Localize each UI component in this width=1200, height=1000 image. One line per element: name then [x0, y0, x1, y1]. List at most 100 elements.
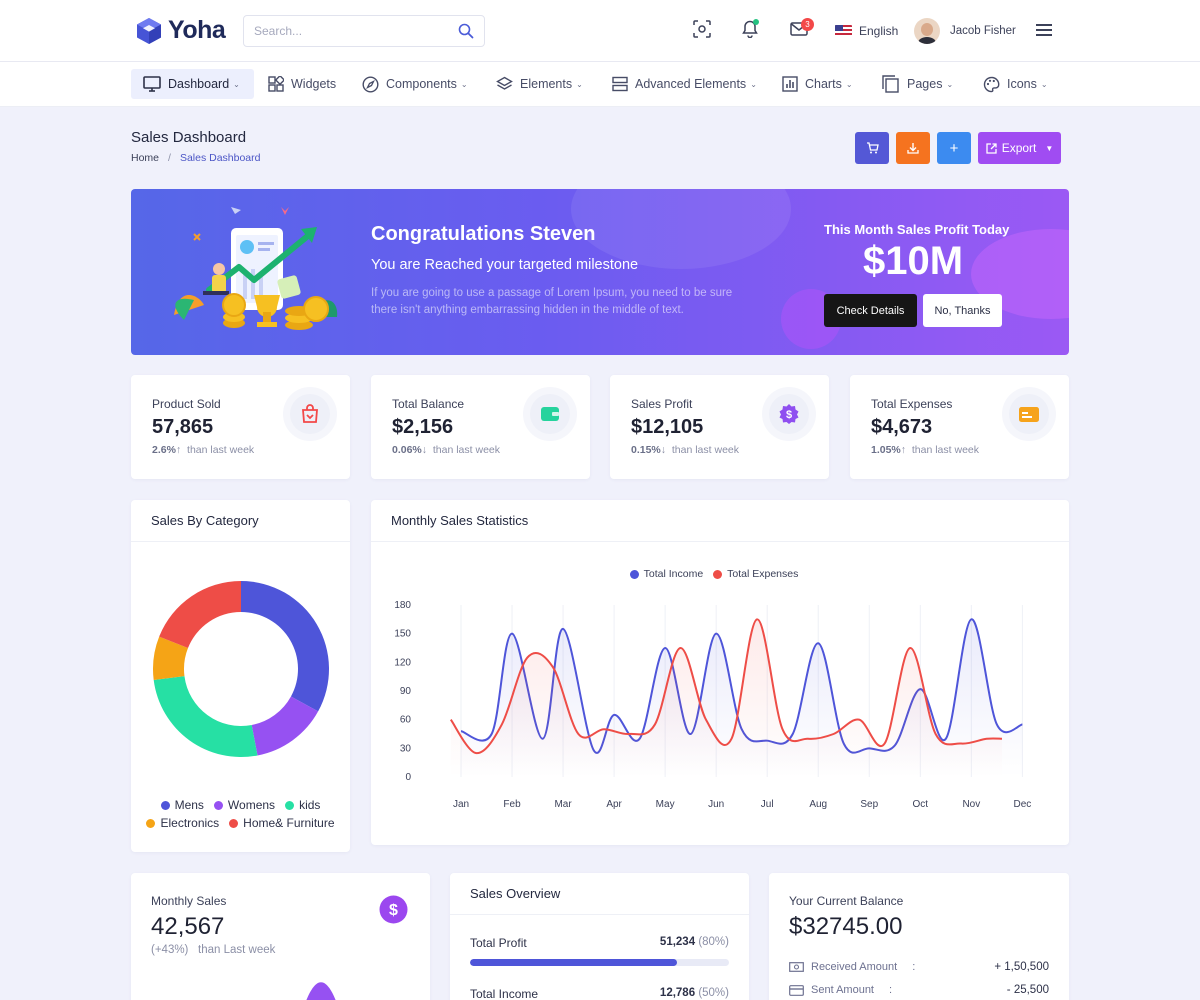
page-actions: + Export ▼ [855, 132, 1061, 164]
nav-item-widgets[interactable]: Widgets [268, 69, 336, 99]
legend-item-womens[interactable]: Womens [213, 798, 275, 812]
stat-card-total-balance: Total Balance $2,156 0.06%↓ than last we… [371, 375, 590, 479]
overview-value-income: 12,786 (50%) [660, 987, 729, 999]
chevron-down-icon: ⌄ [233, 79, 240, 89]
donut-slice-womens[interactable] [251, 696, 319, 756]
page-title: Sales Dashboard [131, 129, 247, 146]
legend-item-mens[interactable]: Mens [160, 798, 204, 812]
legend-item-electronics[interactable]: Electronics [146, 816, 219, 830]
change-percent: (+43%) [151, 944, 189, 956]
download-icon [907, 143, 919, 154]
logo[interactable]: Yoha [136, 16, 226, 45]
x-tick-label: Jan [453, 799, 469, 810]
stat-change: 1.05%↑ than last week [871, 444, 979, 456]
cart-button[interactable] [855, 132, 889, 164]
stat-value: $2,156 [392, 416, 454, 438]
credit-card-icon [1019, 406, 1039, 422]
svg-text:$: $ [389, 902, 398, 919]
nav-label: Pages [907, 77, 943, 91]
y-tick-label: 180 [394, 600, 411, 611]
breadcrumb-current: Sales Dashboard [179, 152, 261, 164]
dollar-circle-icon: $ [379, 895, 408, 924]
chevron-down-icon: ⌄ [845, 79, 853, 89]
logo-text: Yoha [168, 16, 226, 44]
progress-fill [470, 959, 678, 966]
hamburger-menu-icon[interactable] [1036, 24, 1052, 43]
line-chart: Jan Feb Mar Apr May Jun Jul Aug Sep Oct Nov Dec 180 1… [394, 600, 1031, 810]
monthly-sales-statistics-card: Monthly Sales Statistics Total Income To… [371, 500, 1069, 845]
divider [371, 541, 1069, 542]
nav-item-components[interactable]: Components ⌄ [362, 69, 468, 99]
stat-value: $12,105 [631, 416, 704, 438]
legend-item-kids[interactable]: kids [285, 798, 320, 812]
stat-change: 0.06%↓ than last week [392, 444, 500, 456]
monthly-sales-change: (+43%) than Last week [151, 944, 275, 956]
nav-item-pages[interactable]: Pages ⌄ [882, 69, 953, 99]
export-button[interactable]: Export ▼ [978, 132, 1061, 164]
nav-item-charts[interactable]: Charts ⌄ [782, 69, 853, 99]
no-thanks-button[interactable]: No, Thanks [923, 294, 1002, 327]
dollar-badge-icon: $ [779, 404, 799, 424]
received-label: Received Amount [811, 961, 898, 973]
nav-label: Widgets [291, 77, 337, 91]
monthly-sales-label: Monthly Sales [151, 894, 227, 908]
add-button[interactable]: + [937, 132, 971, 164]
screen-capture-icon[interactable] [693, 20, 711, 43]
arrow-up-icon: ↑ [175, 444, 182, 456]
donut-slice-home-furniture[interactable] [159, 581, 241, 649]
donut-slice-kids[interactable] [153, 676, 258, 757]
y-tick-label: 150 [394, 629, 411, 640]
x-tick-label: Nov [962, 799, 980, 810]
y-tick-label: 60 [400, 715, 412, 726]
congratulations-banner: Congratulations Steven You are Reached y… [131, 189, 1069, 355]
x-tick-label: May [656, 799, 675, 810]
bell-icon[interactable] [742, 19, 759, 43]
search-icon[interactable] [458, 23, 474, 39]
hero-description: If you are going to use a passage of Lor… [371, 287, 733, 316]
breadcrumb-home[interactable]: Home [131, 152, 160, 164]
donut-legend-row-2: Electronics Home& Furniture [131, 816, 350, 830]
search-input[interactable] [244, 16, 444, 46]
bar-chart-icon [782, 76, 798, 92]
x-tick-label: Sep [860, 799, 878, 810]
stat-label: Total Balance [392, 397, 465, 411]
nav-label: Advanced Elements [635, 77, 747, 91]
legend-item-home-furniture[interactable]: Home& Furniture [229, 816, 335, 830]
x-tick-label: Jul [761, 799, 774, 810]
monthly-sales-card: Monthly Sales 42,567 (+43%) than Last we… [131, 873, 430, 1000]
growth-illustration [174, 207, 338, 330]
received-value: + 1,50,500 [994, 961, 1049, 973]
nav-item-icons[interactable]: Icons ⌄ [983, 69, 1048, 99]
user-menu[interactable]: Jacob Fisher [914, 18, 1016, 44]
chevron-down-icon: ⌄ [750, 79, 757, 89]
palette-icon [983, 76, 1000, 92]
donut-slice-electronics[interactable] [153, 636, 189, 681]
breadcrumb-separator: / [168, 152, 171, 164]
legend-item-total-income[interactable]: Total Income [629, 568, 703, 580]
stat-value: 57,865 [152, 416, 214, 438]
overview-percent: (50%) [698, 987, 729, 999]
download-button[interactable] [896, 132, 930, 164]
series-line-total-expenses[interactable] [449, 618, 1002, 755]
compass-icon [362, 75, 379, 93]
overview-value-profit: 51,234 (80%) [660, 936, 729, 948]
mail-icon[interactable]: 3 [790, 18, 814, 41]
nav-item-dashboard[interactable]: Dashboard ⌄ [131, 69, 254, 99]
export-label: Export [1001, 141, 1037, 155]
received-row: Received Amount : [789, 961, 915, 973]
divider [131, 541, 350, 542]
language-selector[interactable]: English [835, 24, 898, 38]
shopping-bag-icon [302, 404, 318, 423]
y-tick-label: 30 [400, 743, 412, 754]
cube-logo-icon [137, 17, 161, 44]
stat-icon-wrap [1002, 387, 1056, 441]
donut-slice-mens[interactable] [241, 581, 329, 712]
sent-label: Sent Amount [811, 984, 874, 996]
card-title: Sales By Category [151, 513, 259, 528]
check-details-button[interactable]: Check Details [824, 294, 917, 327]
x-tick-label: Feb [503, 799, 521, 810]
stat-suffix: than last week [671, 444, 739, 456]
legend-item-total-expenses[interactable]: Total Expenses [713, 568, 798, 580]
nav-item-elements[interactable]: Elements ⌄ [496, 69, 583, 99]
nav-item-advanced-elements[interactable]: Advanced Elements ⌄ [612, 69, 757, 99]
